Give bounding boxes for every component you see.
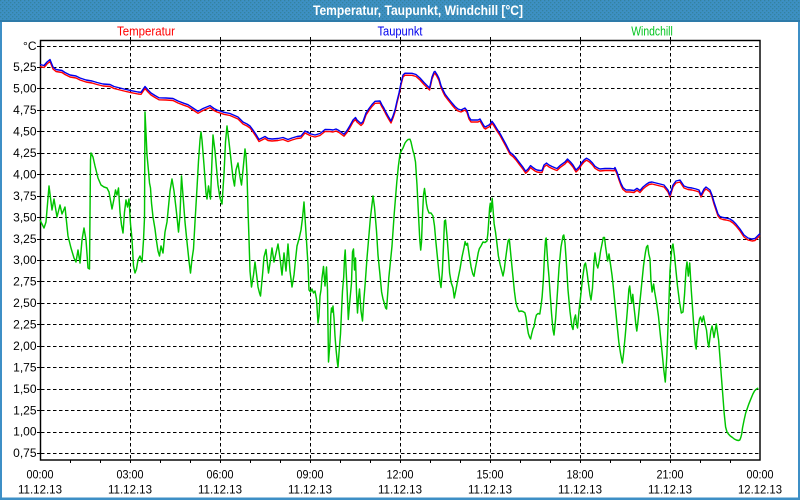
- svg-text:1,50: 1,50: [13, 382, 37, 396]
- svg-text:11.12.13: 11.12.13: [558, 483, 602, 497]
- svg-text:15:00: 15:00: [477, 468, 504, 482]
- svg-text:2,00: 2,00: [13, 339, 37, 353]
- svg-text:12.12.13: 12.12.13: [738, 483, 782, 497]
- svg-text:4,00: 4,00: [13, 167, 37, 181]
- svg-text:4,75: 4,75: [13, 103, 37, 117]
- svg-text:00:00: 00:00: [747, 468, 774, 482]
- svg-text:06:00: 06:00: [207, 468, 234, 482]
- svg-text:11.12.13: 11.12.13: [108, 483, 152, 497]
- svg-text:4,50: 4,50: [13, 125, 37, 139]
- svg-text:11.12.13: 11.12.13: [288, 483, 332, 497]
- svg-text:2,75: 2,75: [13, 275, 37, 289]
- svg-text:00:00: 00:00: [27, 468, 54, 482]
- svg-text:Temperatur: Temperatur: [117, 25, 175, 39]
- svg-text:3,25: 3,25: [13, 232, 37, 246]
- svg-text:11.12.13: 11.12.13: [378, 483, 422, 497]
- svg-text:3,00: 3,00: [13, 253, 37, 267]
- svg-text:2,25: 2,25: [13, 318, 37, 332]
- svg-text:Taupunkt: Taupunkt: [378, 25, 423, 39]
- svg-text:12:00: 12:00: [387, 468, 414, 482]
- svg-text:1,75: 1,75: [13, 360, 37, 374]
- svg-text:1,25: 1,25: [13, 403, 37, 417]
- svg-text:0,75: 0,75: [13, 446, 37, 460]
- svg-text:03:00: 03:00: [117, 468, 144, 482]
- svg-text:Temperatur, Taupunkt, Windchil: Temperatur, Taupunkt, Windchill [°C]: [313, 3, 523, 18]
- svg-text:11.12.13: 11.12.13: [18, 483, 62, 497]
- svg-text:5,25: 5,25: [13, 60, 37, 74]
- svg-text:4,25: 4,25: [13, 146, 37, 160]
- svg-text:18:00: 18:00: [567, 468, 594, 482]
- svg-text:11.12.13: 11.12.13: [468, 483, 512, 497]
- svg-text:Windchill: Windchill: [631, 25, 673, 39]
- svg-text:11.12.13: 11.12.13: [198, 483, 242, 497]
- svg-text:2,50: 2,50: [13, 296, 37, 310]
- svg-text:21:00: 21:00: [657, 468, 684, 482]
- svg-text:11.12.13: 11.12.13: [648, 483, 692, 497]
- svg-text:3,75: 3,75: [13, 189, 37, 203]
- svg-text:3,50: 3,50: [13, 210, 37, 224]
- svg-text:5,00: 5,00: [13, 82, 37, 96]
- svg-text:09:00: 09:00: [297, 468, 324, 482]
- svg-text:°C: °C: [23, 39, 37, 53]
- svg-text:1,00: 1,00: [13, 425, 37, 439]
